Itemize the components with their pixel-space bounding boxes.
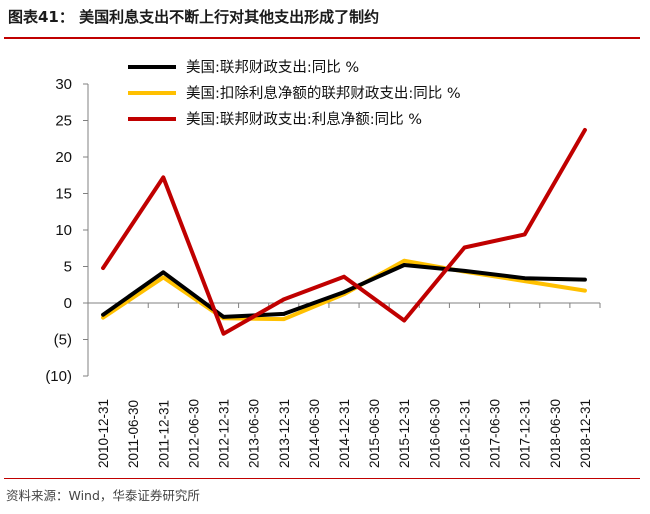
legend-label: 美国:扣除利息净额的联邦财政支出:同比 % bbox=[186, 85, 461, 102]
data-point bbox=[583, 288, 587, 293]
data-point bbox=[522, 232, 527, 237]
y-tick-label: (10) bbox=[45, 368, 72, 385]
data-point bbox=[221, 331, 226, 336]
x-tick-label: 2015-12-31 bbox=[397, 399, 412, 468]
data-point bbox=[161, 175, 166, 180]
data-point bbox=[281, 312, 286, 316]
data-point bbox=[462, 245, 467, 250]
data-point bbox=[101, 315, 105, 320]
y-tick-label: 20 bbox=[55, 149, 72, 166]
data-point bbox=[583, 128, 587, 132]
data-point bbox=[161, 275, 166, 280]
line-chart: 30 25 20 15 10 5 0 (5) (10) 2010-12-31 2011-06-30 2… bbox=[45, 59, 601, 468]
y-tick-label: 15 bbox=[55, 186, 72, 203]
y-tick-label: 25 bbox=[55, 113, 72, 130]
x-tick-label: 2015-06-30 bbox=[367, 399, 382, 468]
x-tick-label: 2018-12-31 bbox=[578, 399, 593, 468]
x-tick-label: 2012-06-30 bbox=[186, 399, 201, 468]
data-point bbox=[462, 269, 467, 273]
x-tick-label: 2016-12-31 bbox=[457, 399, 472, 468]
figure-label: 图表41： bbox=[8, 8, 74, 26]
x-tick-label: 2013-12-31 bbox=[277, 399, 292, 468]
data-point bbox=[402, 318, 407, 323]
data-point bbox=[221, 315, 226, 319]
data-point bbox=[583, 277, 587, 282]
data-point bbox=[522, 276, 527, 280]
title-rule bbox=[4, 37, 640, 39]
y-tick-label: 10 bbox=[55, 222, 72, 239]
data-point bbox=[342, 274, 346, 279]
x-tick-label: 2018-06-30 bbox=[548, 399, 563, 468]
y-tick-label: (5) bbox=[54, 332, 72, 349]
data-point bbox=[342, 290, 346, 294]
x-tick-label: 2010-12-31 bbox=[96, 399, 111, 468]
data-point bbox=[161, 270, 166, 275]
x-tick-label: 2012-12-31 bbox=[217, 399, 232, 468]
data-point bbox=[101, 312, 105, 317]
data-point bbox=[281, 297, 286, 302]
x-tick-label: 2014-12-31 bbox=[337, 399, 352, 468]
data-point bbox=[402, 263, 407, 267]
figure-title: 图表41： 美国利息支出不断上行对其他支出形成了制约 bbox=[8, 6, 379, 27]
y-tick-label: 30 bbox=[55, 76, 72, 93]
data-point bbox=[281, 317, 286, 321]
x-tick-label: 2017-06-30 bbox=[488, 399, 503, 468]
y-tick-label: 0 bbox=[64, 295, 72, 312]
x-tick-label: 2011-12-31 bbox=[156, 400, 171, 468]
data-point bbox=[402, 258, 407, 263]
bottom-rule bbox=[4, 478, 640, 479]
data-point bbox=[101, 266, 105, 270]
legend-label: 美国:联邦财政支出:利息净额:同比 % bbox=[186, 111, 422, 128]
x-tick-label: 2017-12-31 bbox=[518, 399, 533, 468]
y-tick-label: 5 bbox=[64, 259, 72, 276]
figure-title-text: 美国利息支出不断上行对其他支出形成了制约 bbox=[79, 8, 380, 26]
x-tick-label: 2016-06-30 bbox=[427, 399, 442, 468]
x-tick-label: 2014-06-30 bbox=[307, 399, 322, 468]
source-note: 资料来源：Wind，华泰证券研究所 bbox=[6, 488, 200, 503]
legend-label: 美国:联邦财政支出:同比 % bbox=[186, 59, 359, 76]
x-tick-label: 2011-06-30 bbox=[126, 400, 141, 468]
series-line bbox=[101, 258, 587, 322]
x-tick-label: 2013-06-30 bbox=[247, 399, 262, 468]
